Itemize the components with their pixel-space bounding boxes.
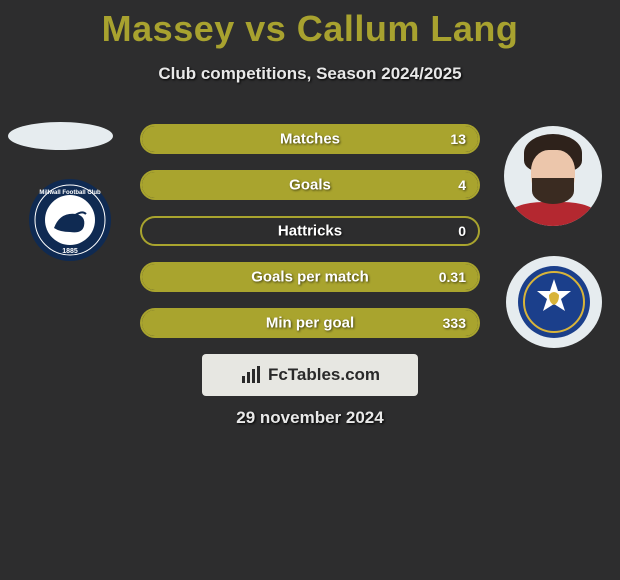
club-badge-left: Millwall Football Club 1885: [20, 178, 120, 262]
brand-text: FcTables.com: [268, 365, 380, 385]
stat-value-right: 0: [458, 223, 466, 239]
stat-label: Matches: [280, 131, 340, 148]
stat-row-matches: Matches 13: [140, 124, 480, 154]
stats-container: Matches 13 Goals 4 Hattricks 0 Goals per…: [140, 124, 480, 354]
player-right-photo: [504, 126, 602, 226]
player-right-jersey: [508, 202, 598, 226]
stat-label: Goals: [289, 177, 331, 194]
date-text: 29 november 2024: [0, 408, 620, 428]
stat-row-gpm: Goals per match 0.31: [140, 262, 480, 292]
stat-label: Goals per match: [251, 269, 369, 286]
page-title: Massey vs Callum Lang: [0, 0, 620, 50]
millwall-badge-icon: Millwall Football Club 1885: [20, 178, 120, 262]
stat-label: Hattricks: [278, 223, 342, 240]
stat-value-right: 13: [450, 131, 466, 147]
brand-box[interactable]: FcTables.com: [202, 354, 418, 396]
stat-row-mpg: Min per goal 333: [140, 308, 480, 338]
portsmouth-badge-icon: [517, 265, 591, 339]
club-badge-right: [506, 256, 602, 348]
chart-bars-icon: [240, 364, 262, 386]
player-left-photo: [8, 122, 113, 150]
stat-label: Min per goal: [266, 315, 354, 332]
stat-row-goals: Goals 4: [140, 170, 480, 200]
player-right-beard: [532, 178, 574, 204]
stat-value-right: 333: [443, 315, 466, 331]
svg-text:Millwall Football Club: Millwall Football Club: [39, 190, 101, 196]
stat-value-right: 4: [458, 177, 466, 193]
svg-text:1885: 1885: [62, 248, 78, 255]
stat-row-hattricks: Hattricks 0: [140, 216, 480, 246]
stat-value-right: 0.31: [439, 269, 466, 285]
subtitle: Club competitions, Season 2024/2025: [0, 64, 620, 84]
